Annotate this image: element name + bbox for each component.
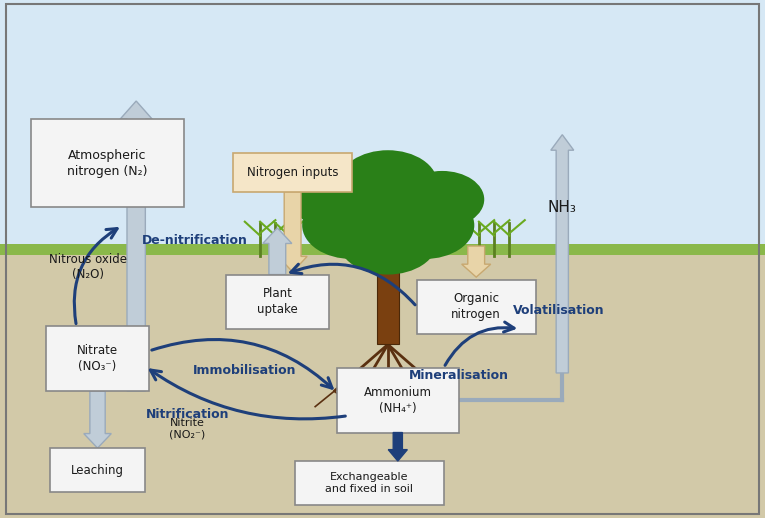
Circle shape: [400, 171, 484, 228]
Text: Organic
nitrogen: Organic nitrogen: [451, 293, 501, 321]
Bar: [377, 269, 399, 344]
Bar: [0, 0, 765, 249]
FancyArrow shape: [389, 433, 407, 461]
FancyBboxPatch shape: [233, 153, 352, 192]
Text: Immobilisation: Immobilisation: [193, 364, 297, 377]
FancyArrow shape: [461, 246, 491, 277]
Circle shape: [323, 163, 453, 251]
Text: De-nitrification: De-nitrification: [142, 234, 247, 248]
FancyBboxPatch shape: [50, 448, 145, 492]
FancyArrow shape: [120, 101, 152, 391]
Text: Plant
uptake: Plant uptake: [257, 287, 298, 316]
FancyArrow shape: [278, 192, 308, 272]
Text: Nitrite
(NO₂⁻): Nitrite (NO₂⁻): [169, 418, 206, 440]
Text: Nitrification: Nitrification: [145, 408, 230, 421]
Text: Nitrogen inputs: Nitrogen inputs: [247, 166, 338, 179]
Text: Mineralisation: Mineralisation: [409, 369, 509, 382]
Bar: [0, 244, 765, 255]
Circle shape: [302, 192, 402, 259]
Text: Nitrous oxide
(N₂O): Nitrous oxide (N₂O): [49, 253, 127, 281]
Text: NH₃: NH₃: [548, 200, 577, 214]
Bar: [0, 249, 765, 518]
Text: Exchangeable
and fixed in soil: Exchangeable and fixed in soil: [325, 472, 413, 494]
Circle shape: [291, 171, 375, 228]
FancyArrow shape: [551, 135, 574, 373]
FancyBboxPatch shape: [337, 368, 459, 433]
Text: Ammonium
(NH₄⁺): Ammonium (NH₄⁺): [364, 386, 431, 414]
FancyBboxPatch shape: [417, 280, 536, 334]
FancyArrow shape: [83, 391, 112, 448]
FancyBboxPatch shape: [226, 275, 329, 329]
Text: Nitrate
(NO₃⁻): Nitrate (NO₃⁻): [77, 344, 118, 373]
Text: Atmospheric
nitrogen (N₂): Atmospheric nitrogen (N₂): [67, 149, 148, 178]
FancyBboxPatch shape: [46, 326, 149, 391]
Circle shape: [338, 207, 438, 275]
FancyArrow shape: [262, 228, 292, 275]
Circle shape: [338, 150, 438, 218]
FancyBboxPatch shape: [31, 119, 184, 207]
Text: Volatilisation: Volatilisation: [513, 304, 604, 318]
Text: Leaching: Leaching: [71, 464, 124, 477]
Circle shape: [375, 192, 474, 259]
FancyBboxPatch shape: [295, 461, 444, 505]
